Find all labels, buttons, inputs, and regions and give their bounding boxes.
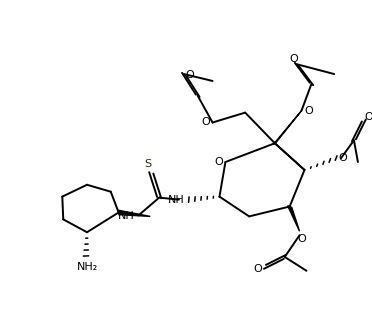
Text: O: O — [304, 106, 313, 116]
Text: S: S — [145, 159, 152, 169]
Text: NH: NH — [118, 212, 135, 221]
Text: O: O — [254, 264, 262, 274]
Text: O: O — [201, 117, 210, 127]
Text: O: O — [297, 234, 306, 244]
Polygon shape — [288, 206, 299, 231]
Text: O: O — [365, 112, 372, 121]
Polygon shape — [273, 142, 305, 170]
Polygon shape — [118, 210, 150, 216]
Text: O: O — [339, 153, 347, 163]
Text: NH₂: NH₂ — [77, 262, 99, 272]
Text: O: O — [186, 70, 194, 80]
Text: NH: NH — [168, 195, 185, 205]
Polygon shape — [273, 111, 302, 145]
Text: O: O — [214, 157, 223, 167]
Text: O: O — [289, 54, 298, 64]
